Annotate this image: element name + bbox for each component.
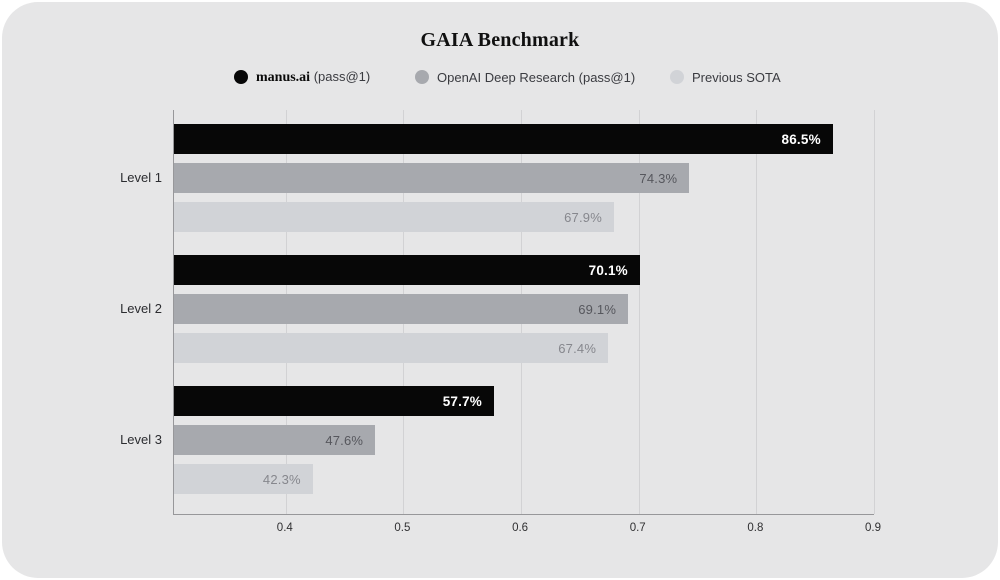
legend-dot-manus-ai-icon	[234, 70, 248, 84]
bar-manus-ai-pass-1--level-2: 70.1%	[174, 255, 640, 285]
bar-manus-ai-pass-1--level-3: 57.7%	[174, 386, 494, 416]
bar-manus-ai-pass-1--level-1: 86.5%	[174, 124, 833, 154]
gridline-0.8	[756, 110, 758, 514]
x-tick-label-0.7: 0.7	[629, 522, 646, 534]
bar-value-label: 67.9%	[564, 209, 602, 225]
legend-dot-openai-deep-research-icon	[415, 70, 429, 84]
bar-previous-sota-level-1: 67.9%	[174, 202, 614, 232]
x-tick-label-0.5: 0.5	[394, 522, 411, 534]
category-label-level-1: Level 1	[120, 170, 162, 185]
bar-value-label: 86.5%	[781, 131, 821, 147]
bar-value-label: 69.1%	[578, 301, 617, 317]
legend-label-openai-deep-research: OpenAI Deep Research (pass@1)	[437, 69, 636, 85]
legend-label-previous-sota: Previous SOTA	[692, 69, 781, 85]
legend-label-manus-ai-suffix: (pass@1)	[310, 68, 371, 84]
plot-area: 86.5% 74.3% 67.9% 70.1% 69.1% 67.4% 57.7% 47.6%…	[173, 110, 875, 515]
bar-openai-deep-research-pass-1--level-1: 74.3%	[174, 163, 690, 193]
legend-dot-previous-sota-icon	[670, 70, 684, 84]
x-tick-label-0.8: 0.8	[747, 522, 764, 534]
gridline-0.9	[874, 110, 875, 514]
bar-value-label: 42.3%	[262, 471, 301, 487]
x-tick-label-0.6: 0.6	[512, 522, 529, 534]
bar-value-label: 67.4%	[558, 340, 597, 356]
x-tick-label-0.4: 0.4	[276, 522, 293, 534]
bar-value-label: 47.6%	[325, 432, 364, 448]
legend-item-previous-sota: Previous SOTA	[670, 69, 781, 85]
legend-item-openai-deep-research: OpenAI Deep Research (pass@1)	[415, 69, 635, 85]
legend-label-manus-ai: manus.ai	[256, 69, 311, 85]
category-label-level-3: Level 3	[120, 432, 162, 447]
bar-previous-sota-level-3: 42.3%	[174, 464, 313, 494]
gridline-0.7	[638, 110, 640, 514]
bar-openai-deep-research-pass-1--level-2: 69.1%	[174, 294, 629, 324]
bar-value-label: 70.1%	[588, 262, 628, 278]
chart-title: GAIA Benchmark	[420, 29, 580, 51]
legend-item-manus-ai: manus.ai (pass@1)	[234, 69, 370, 85]
bar-openai-deep-research-pass-1--level-3: 47.6%	[174, 425, 376, 455]
bar-previous-sota-level-2: 67.4%	[174, 333, 609, 363]
category-label-level-2: Level 2	[120, 301, 162, 316]
x-tick-label-0.9: 0.9	[865, 522, 881, 534]
legend-label-wrap: manus.ai (pass@1)	[256, 69, 370, 86]
bar-value-label: 57.7%	[442, 393, 482, 409]
bar-value-label: 74.3%	[639, 170, 678, 186]
